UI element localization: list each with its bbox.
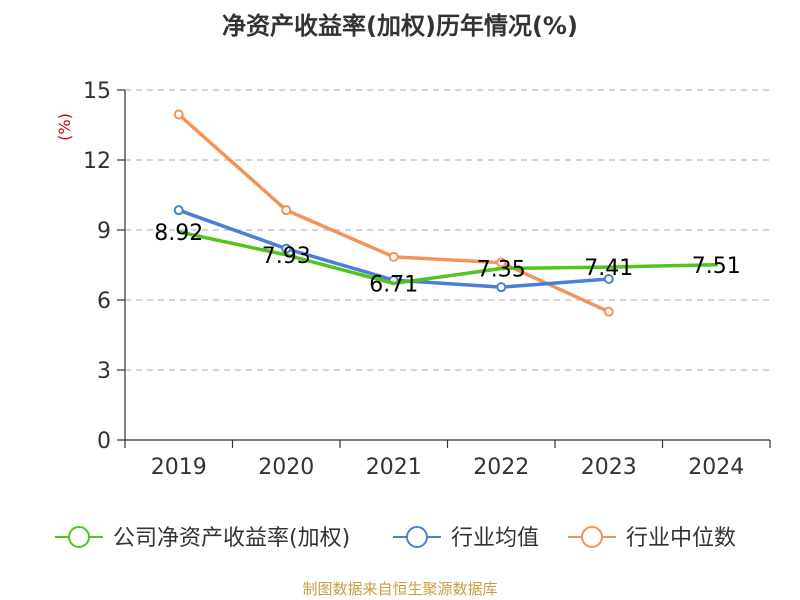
y-tick-label-0: 0 bbox=[97, 429, 111, 454]
x-tick-label-2022: 2022 bbox=[473, 455, 529, 480]
data-source-note: 制图数据来自恒生聚源数据库 bbox=[302, 580, 497, 598]
legend-marker-0 bbox=[68, 526, 90, 548]
legend: 公司净资产收益率(加权) 行业均值 行业中位数 bbox=[55, 526, 736, 551]
series-2-point-2 bbox=[388, 251, 399, 262]
series-2-point-0 bbox=[173, 109, 184, 120]
data-label-2019: 8.92 bbox=[154, 221, 203, 246]
legend-marker-1 bbox=[406, 526, 428, 548]
data-label-2023: 7.41 bbox=[584, 256, 633, 281]
y-axis-unit-label: (%) bbox=[55, 113, 74, 141]
legend-marker-2 bbox=[581, 526, 603, 548]
y-tick-label-15: 15 bbox=[83, 79, 111, 104]
y-tick-label-12: 12 bbox=[83, 149, 111, 174]
series-line-0 bbox=[177, 230, 718, 286]
series-lines bbox=[173, 109, 718, 317]
series-1-point-3 bbox=[496, 282, 507, 293]
chart-title: 净资产收益率(加权)历年情况(%) bbox=[222, 12, 578, 40]
x-tick-label-2019: 2019 bbox=[151, 455, 207, 480]
legend-label-0: 公司净资产收益率(加权) bbox=[113, 526, 350, 551]
series-2-point-4 bbox=[603, 306, 614, 317]
series-1-point-0 bbox=[173, 205, 184, 216]
data-label-2022: 7.35 bbox=[477, 258, 526, 283]
data-label-2024: 7.51 bbox=[692, 254, 741, 279]
gridlines bbox=[125, 89, 770, 371]
x-tick-label-2023: 2023 bbox=[581, 455, 637, 480]
series-1-point-1 bbox=[281, 243, 292, 254]
legend-label-1: 行业均值 bbox=[451, 526, 539, 551]
series-2-point-1 bbox=[281, 205, 292, 216]
x-tick-label-2021: 2021 bbox=[366, 455, 422, 480]
x-tick-label-2024: 2024 bbox=[688, 455, 744, 480]
y-tick-label-9: 9 bbox=[97, 219, 111, 244]
legend-label-2: 行业中位数 bbox=[626, 526, 736, 551]
data-label-2020: 7.93 bbox=[262, 244, 311, 269]
x-tick-label-2020: 2020 bbox=[258, 455, 314, 480]
data-label-2021: 6.71 bbox=[369, 272, 418, 297]
series-1-point-4 bbox=[603, 274, 614, 284]
y-tick-label-3: 3 bbox=[97, 359, 111, 384]
axes: 0 3 6 9 12 15 2019 2020 2021 2022 2023 2024 bbox=[83, 79, 771, 480]
series-2-point-3 bbox=[496, 257, 507, 268]
data-labels: 8.92 7.93 6.71 7.35 7.41 7.51 bbox=[154, 221, 740, 298]
y-tick-label-6: 6 bbox=[97, 289, 111, 314]
